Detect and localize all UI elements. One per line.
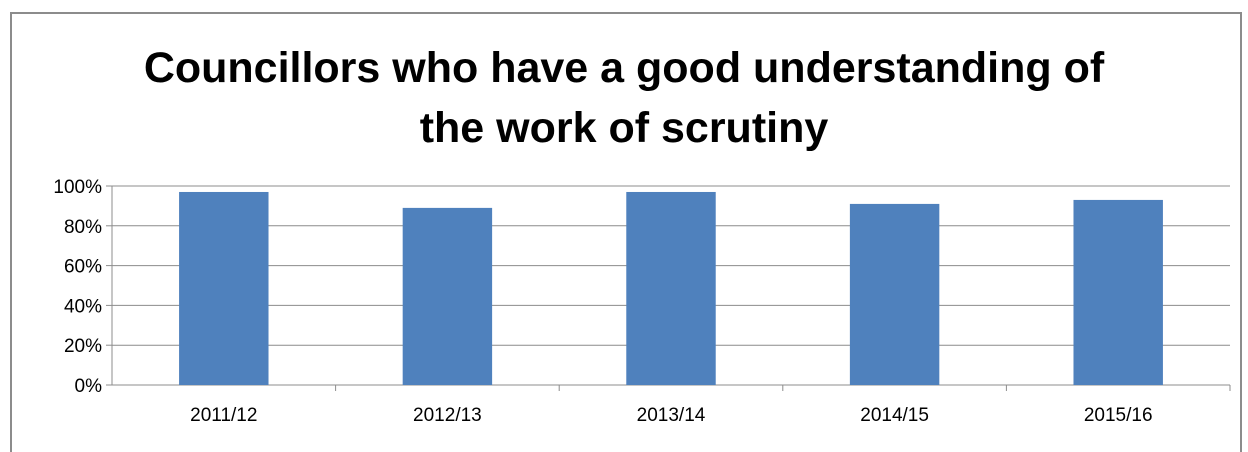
y-tick-label: 100% xyxy=(53,177,102,198)
x-tick-label: 2015/16 xyxy=(1084,405,1153,426)
y-tick-label: 40% xyxy=(64,296,102,317)
bar-2014-15 xyxy=(849,203,940,385)
x-tick-label: 2013/14 xyxy=(637,405,706,426)
bar-2015-16 xyxy=(1073,199,1163,385)
y-tick-label: 0% xyxy=(75,376,103,397)
chart-title-line-1: Councillors who have a good understandin… xyxy=(143,44,1105,92)
x-tick-label: 2011/12 xyxy=(190,405,257,426)
y-tick-label: 60% xyxy=(64,257,102,278)
bar-2012-13 xyxy=(402,207,493,385)
chart-title-line-2: the work of scrutiny xyxy=(419,104,829,152)
bar-2011-12 xyxy=(179,191,269,385)
y-tick-label: 20% xyxy=(64,336,102,357)
chart-title: Councillors who have a good understandin… xyxy=(0,38,1248,158)
x-tick-label: 2012/13 xyxy=(413,405,482,426)
x-tick-label: 2014/15 xyxy=(860,405,929,426)
y-tick-label: 80% xyxy=(64,217,102,238)
bar-2013-14 xyxy=(626,191,716,385)
